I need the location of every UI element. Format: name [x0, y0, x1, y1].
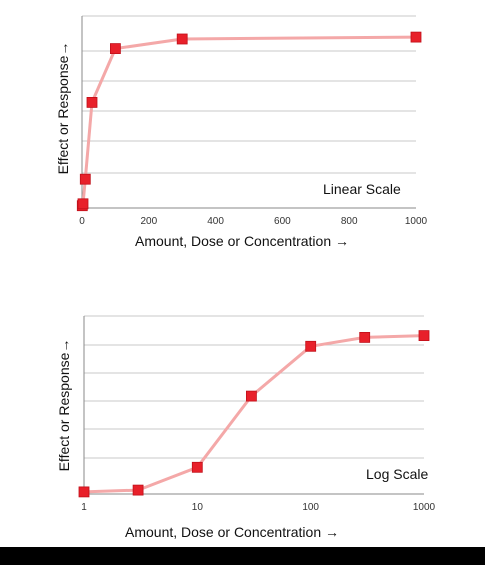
linear-chart-data-point [79, 173, 91, 185]
linear-chart-x-axis-title: Amount, Dose or Concentration → [135, 233, 349, 249]
linear-chart-data-point [176, 33, 188, 45]
log-chart-data-point [305, 340, 317, 352]
log-chart-data-point [359, 331, 371, 343]
linear-chart-x-tick-label: 400 [207, 216, 224, 227]
linear-chart-y-axis-title: Effect or Response→ [55, 42, 71, 175]
log-chart-y-axis-title: Effect or Response→ [56, 339, 72, 472]
linear-chart-x-tick-label: 800 [341, 216, 358, 227]
log-chart-x-tick-label: 1 [81, 502, 87, 513]
linear-chart-x-tick-label: 600 [274, 216, 291, 227]
linear-chart-x-tick-label: 1000 [405, 216, 428, 227]
log-chart-series [78, 330, 430, 498]
linear-chart-x-ticks: 0 200 400 600 800 1000 [79, 216, 427, 227]
log-chart-x-tick-label: 10 [192, 502, 204, 513]
log-chart-data-point [245, 390, 257, 402]
log-scale-chart: 1 10 100 1000 Log Scale Effect or Response→… [56, 315, 436, 540]
linear-chart-x-tick-label: 0 [79, 216, 85, 227]
linear-chart-data-point [410, 31, 422, 43]
log-chart-data-point [418, 330, 430, 342]
linear-chart-series [76, 31, 422, 212]
log-chart-data-point [191, 461, 203, 473]
linear-scale-chart: 0 200 400 600 800 1000 Linear Scale Effect or… [55, 15, 428, 249]
log-chart-x-tick-label: 100 [302, 502, 319, 513]
linear-chart-data-point [86, 97, 98, 108]
log-chart-x-tick-label: 1000 [413, 502, 436, 513]
bottom-black-bar [0, 547, 485, 565]
log-scale-label: Log Scale [366, 466, 428, 482]
linear-chart-x-tick-label: 200 [140, 216, 157, 227]
log-chart-x-ticks: 1 10 100 1000 [81, 502, 435, 513]
linear-chart-gridlines [82, 15, 416, 174]
log-chart-data-point [78, 486, 90, 498]
linear-scale-label: Linear Scale [323, 181, 401, 197]
log-chart-x-axis-title: Amount, Dose or Concentration → [125, 524, 339, 540]
log-chart-data-point [132, 484, 144, 496]
linear-chart-data-point [110, 43, 121, 54]
linear-chart-data-point [77, 198, 89, 210]
